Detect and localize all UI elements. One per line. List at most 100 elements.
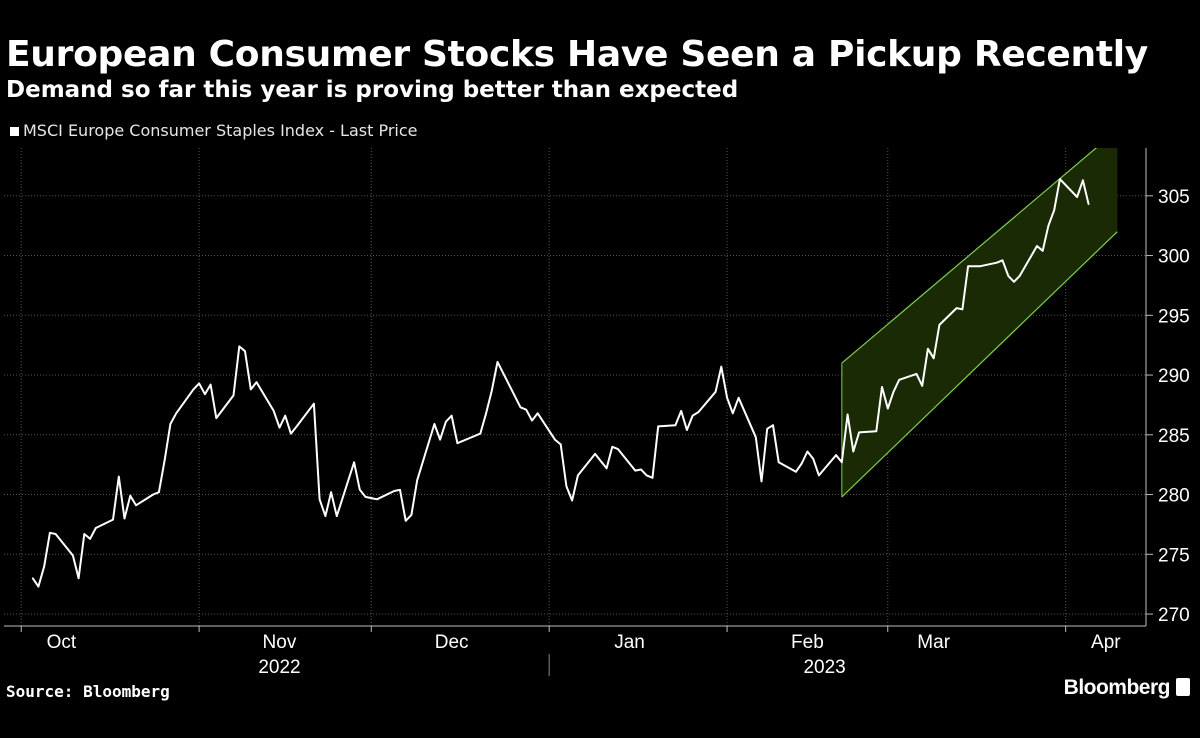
data-point xyxy=(330,491,332,494)
data-point xyxy=(978,265,981,268)
data-point xyxy=(318,498,321,501)
data-point xyxy=(961,308,964,311)
x-year-label: 2022 xyxy=(258,657,300,678)
data-point xyxy=(290,432,292,435)
data-point xyxy=(77,577,80,579)
trend-channel-fill xyxy=(841,148,1118,497)
x-year-label: 2023 xyxy=(803,657,845,678)
data-point xyxy=(95,527,97,529)
data-point xyxy=(192,388,195,391)
data-point xyxy=(479,432,482,435)
data-point xyxy=(112,518,114,521)
data-point xyxy=(1036,245,1038,247)
data-point xyxy=(1041,250,1044,252)
data-point xyxy=(846,413,849,416)
data-point xyxy=(674,424,677,427)
data-point xyxy=(376,498,378,501)
data-point xyxy=(927,348,929,350)
data-point xyxy=(364,496,367,498)
data-point xyxy=(720,365,723,368)
data-point xyxy=(737,397,740,399)
data-point xyxy=(800,462,803,465)
data-point xyxy=(611,446,614,448)
data-point xyxy=(640,468,642,471)
data-point xyxy=(284,414,287,417)
data-point xyxy=(152,493,154,496)
data-point xyxy=(496,361,499,363)
data-point xyxy=(1018,275,1021,277)
bloomberg-logo: Bloomberg xyxy=(1064,676,1190,700)
data-point xyxy=(726,397,728,399)
data-point xyxy=(519,406,522,409)
data-point xyxy=(43,565,45,568)
data-point xyxy=(54,533,57,535)
y-tick-label: 305 xyxy=(1158,187,1190,208)
source-note: Source: Bloomberg xyxy=(6,682,170,701)
data-point xyxy=(175,412,177,415)
data-point xyxy=(881,386,883,388)
data-point xyxy=(875,430,878,433)
data-point xyxy=(238,345,241,348)
data-point xyxy=(313,402,315,405)
data-point xyxy=(255,381,258,384)
data-point xyxy=(410,514,413,516)
data-point xyxy=(812,457,814,460)
data-point xyxy=(485,412,487,415)
y-tick-label: 290 xyxy=(1158,366,1190,387)
x-tick-label: Feb xyxy=(791,632,824,653)
data-point xyxy=(163,459,166,461)
data-point xyxy=(766,428,768,430)
y-tick-label: 300 xyxy=(1158,247,1190,268)
data-point xyxy=(393,490,396,492)
data-point xyxy=(1059,178,1061,180)
data-point xyxy=(1053,209,1055,211)
data-point xyxy=(439,438,441,441)
data-point xyxy=(399,489,401,491)
data-point xyxy=(955,307,958,309)
data-point xyxy=(37,585,40,588)
data-point xyxy=(938,324,941,326)
data-point xyxy=(445,420,447,423)
data-point xyxy=(898,379,900,381)
data-point xyxy=(272,410,275,412)
data-point xyxy=(295,425,298,428)
data-point xyxy=(760,480,763,483)
y-tick-label: 270 xyxy=(1158,605,1190,626)
trend-channel-upper xyxy=(841,148,1098,364)
data-point xyxy=(72,554,74,557)
data-point xyxy=(605,467,608,470)
data-point xyxy=(1087,203,1090,205)
data-point xyxy=(370,497,373,499)
chart-legend: MSCI Europe Consumer Staples Index - Las… xyxy=(10,121,418,140)
data-point xyxy=(996,261,998,264)
data-point xyxy=(525,408,527,411)
data-point xyxy=(697,411,700,413)
data-point xyxy=(473,435,476,437)
data-point xyxy=(336,515,338,517)
data-point xyxy=(404,520,407,522)
data-point xyxy=(571,499,573,502)
series-line-msci-europe-consumer-staples xyxy=(31,178,1090,588)
data-point xyxy=(617,448,619,450)
data-point xyxy=(1047,224,1050,227)
data-point xyxy=(158,491,160,494)
data-point xyxy=(559,443,562,446)
data-point xyxy=(634,469,637,472)
data-point xyxy=(1082,179,1084,182)
data-point xyxy=(433,423,436,425)
data-point xyxy=(967,265,969,268)
data-point xyxy=(215,417,218,419)
x-tick-label: Apr xyxy=(1091,632,1121,653)
x-tick-label: Mar xyxy=(917,632,950,653)
brand-name: Bloomberg xyxy=(1063,676,1171,699)
data-point xyxy=(1001,259,1004,262)
data-point xyxy=(49,532,51,534)
data-point xyxy=(892,391,895,393)
data-point xyxy=(858,431,860,434)
data-point xyxy=(714,391,717,393)
data-point xyxy=(657,425,659,428)
data-point xyxy=(129,494,132,497)
data-point xyxy=(209,383,212,386)
data-point xyxy=(1076,196,1078,198)
